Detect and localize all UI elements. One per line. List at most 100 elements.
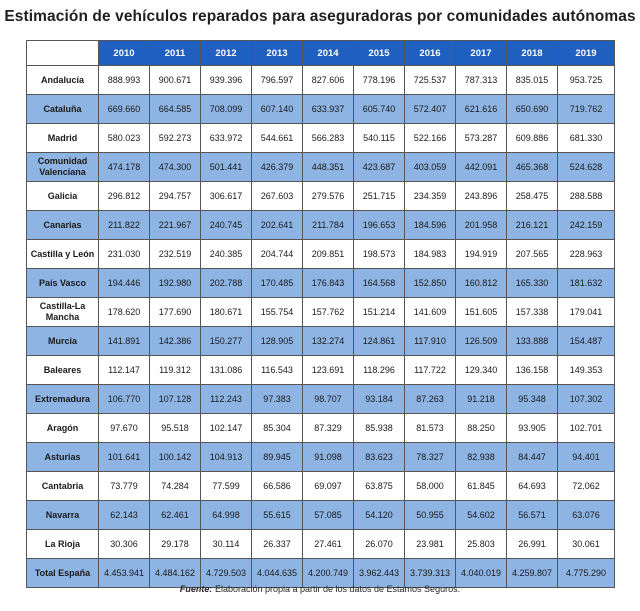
table-cell: 681.330 xyxy=(557,123,615,153)
table-cell: 306.617 xyxy=(200,181,252,211)
table-cell: 62.143 xyxy=(98,500,150,530)
table-cell: 157.762 xyxy=(302,297,354,327)
table-cell: 89.945 xyxy=(251,442,303,472)
table-cell: 180.671 xyxy=(200,297,252,327)
region-name: Baleares xyxy=(26,355,99,385)
table-cell: 228.963 xyxy=(557,239,615,269)
table-cell: 184.596 xyxy=(404,210,456,240)
table-cell: 178.620 xyxy=(98,297,150,327)
table-cell: 64.693 xyxy=(506,471,558,501)
table-cell: 118.296 xyxy=(353,355,405,385)
table-cell: 221.967 xyxy=(149,210,201,240)
source-note: Fuente: Elaboración propia a partir de l… xyxy=(0,584,640,594)
column-header: 2016 xyxy=(404,40,456,66)
table-cell: 131.086 xyxy=(200,355,252,385)
table-cell: 124.861 xyxy=(353,326,405,356)
total-row: Total España 4.453.941 4.484.162 4.729.503 4… xyxy=(26,558,615,588)
table-cell: 288.588 xyxy=(557,181,615,211)
table-cell: 835.015 xyxy=(506,65,558,95)
table-cell: 501.441 xyxy=(200,152,252,182)
table-cell: 202.641 xyxy=(251,210,303,240)
table-row: Murcia 141.891 142.386 150.277 128.905 132.27… xyxy=(26,326,615,356)
table-cell: 63.076 xyxy=(557,500,615,530)
table-cell: 566.283 xyxy=(302,123,354,153)
table-cell: 207.565 xyxy=(506,239,558,269)
table-cell: 448.351 xyxy=(302,152,354,182)
table-cell: 580.023 xyxy=(98,123,150,153)
region-name: Total España xyxy=(26,558,99,588)
table-cell: 72.062 xyxy=(557,471,615,501)
table-cell: 69.097 xyxy=(302,471,354,501)
region-name: Galicia xyxy=(26,181,99,211)
region-name: Aragón xyxy=(26,413,99,443)
table-cell: 170.485 xyxy=(251,268,303,298)
table-cell: 296.812 xyxy=(98,181,150,211)
table-cell: 87.263 xyxy=(404,384,456,414)
table-row: Castilla-La Mancha 178.620 177.690 180.671 1… xyxy=(26,297,615,327)
table-cell: 107.302 xyxy=(557,384,615,414)
table-cell: 202.788 xyxy=(200,268,252,298)
column-header: 2015 xyxy=(353,40,405,66)
table-cell: 888.993 xyxy=(98,65,150,95)
table-cell: 104.913 xyxy=(200,442,252,472)
source-label: Fuente: xyxy=(179,584,213,594)
table-cell: 953.725 xyxy=(557,65,615,95)
table-cell: 85.938 xyxy=(353,413,405,443)
region-name: Cantabria xyxy=(26,471,99,501)
table-cell: 540.115 xyxy=(353,123,405,153)
table-cell: 939.396 xyxy=(200,65,252,95)
table-cell: 97.670 xyxy=(98,413,150,443)
region-name: Canarias xyxy=(26,210,99,240)
table-cell: 62.461 xyxy=(149,500,201,530)
region-name: Andalucía xyxy=(26,65,99,95)
table-cell: 88.250 xyxy=(455,413,507,443)
source-text: Elaboración propia a partir de los datos… xyxy=(214,584,461,594)
table-cell: 196.653 xyxy=(353,210,405,240)
table-cell: 3.962.443 xyxy=(353,558,405,588)
table-row: Galicia 296.812 294.757 306.617 267.603 279.5… xyxy=(26,181,615,211)
table-cell: 201.958 xyxy=(455,210,507,240)
table-cell: 426.379 xyxy=(251,152,303,182)
region-name: País Vasco xyxy=(26,268,99,298)
table-cell: 106.770 xyxy=(98,384,150,414)
table-cell: 211.784 xyxy=(302,210,354,240)
table-cell: 84.447 xyxy=(506,442,558,472)
column-header: 2011 xyxy=(149,40,201,66)
table-cell: 142.386 xyxy=(149,326,201,356)
region-name: Cataluña xyxy=(26,94,99,124)
table-cell: 524.628 xyxy=(557,152,615,182)
table-cell: 129.340 xyxy=(455,355,507,385)
table-cell: 25.803 xyxy=(455,529,507,559)
table-cell: 126.509 xyxy=(455,326,507,356)
table-cell: 61.845 xyxy=(455,471,507,501)
table-cell: 176.843 xyxy=(302,268,354,298)
table-cell: 243.896 xyxy=(455,181,507,211)
table-cell: 119.312 xyxy=(149,355,201,385)
table-cell: 157.338 xyxy=(506,297,558,327)
table-row: Baleares 112.147 119.312 131.086 116.543 123.… xyxy=(26,355,615,385)
table-cell: 474.300 xyxy=(149,152,201,182)
table-row: Cantabria 73.779 74.284 77.599 66.586 69.097 6… xyxy=(26,471,615,501)
table-cell: 50.955 xyxy=(404,500,456,530)
table-cell: 4.259.807 xyxy=(506,558,558,588)
table-cell: 63.875 xyxy=(353,471,405,501)
table-cell: 664.585 xyxy=(149,94,201,124)
table-cell: 97.383 xyxy=(251,384,303,414)
table-cell: 778.196 xyxy=(353,65,405,95)
table-cell: 117.722 xyxy=(404,355,456,385)
table-cell: 141.609 xyxy=(404,297,456,327)
table-cell: 93.905 xyxy=(506,413,558,443)
table-cell: 177.690 xyxy=(149,297,201,327)
table-cell: 149.353 xyxy=(557,355,615,385)
table-row: Madrid 580.023 592.273 633.972 544.661 566.28… xyxy=(26,123,615,153)
table-cell: 544.661 xyxy=(251,123,303,153)
table-cell: 251.715 xyxy=(353,181,405,211)
table-cell: 240.745 xyxy=(200,210,252,240)
table-cell: 91.218 xyxy=(455,384,507,414)
table-cell: 900.671 xyxy=(149,65,201,95)
table-cell: 77.599 xyxy=(200,471,252,501)
table-cell: 26.991 xyxy=(506,529,558,559)
table-cell: 29.178 xyxy=(149,529,201,559)
table-cell: 81.573 xyxy=(404,413,456,443)
table-cell: 128.905 xyxy=(251,326,303,356)
